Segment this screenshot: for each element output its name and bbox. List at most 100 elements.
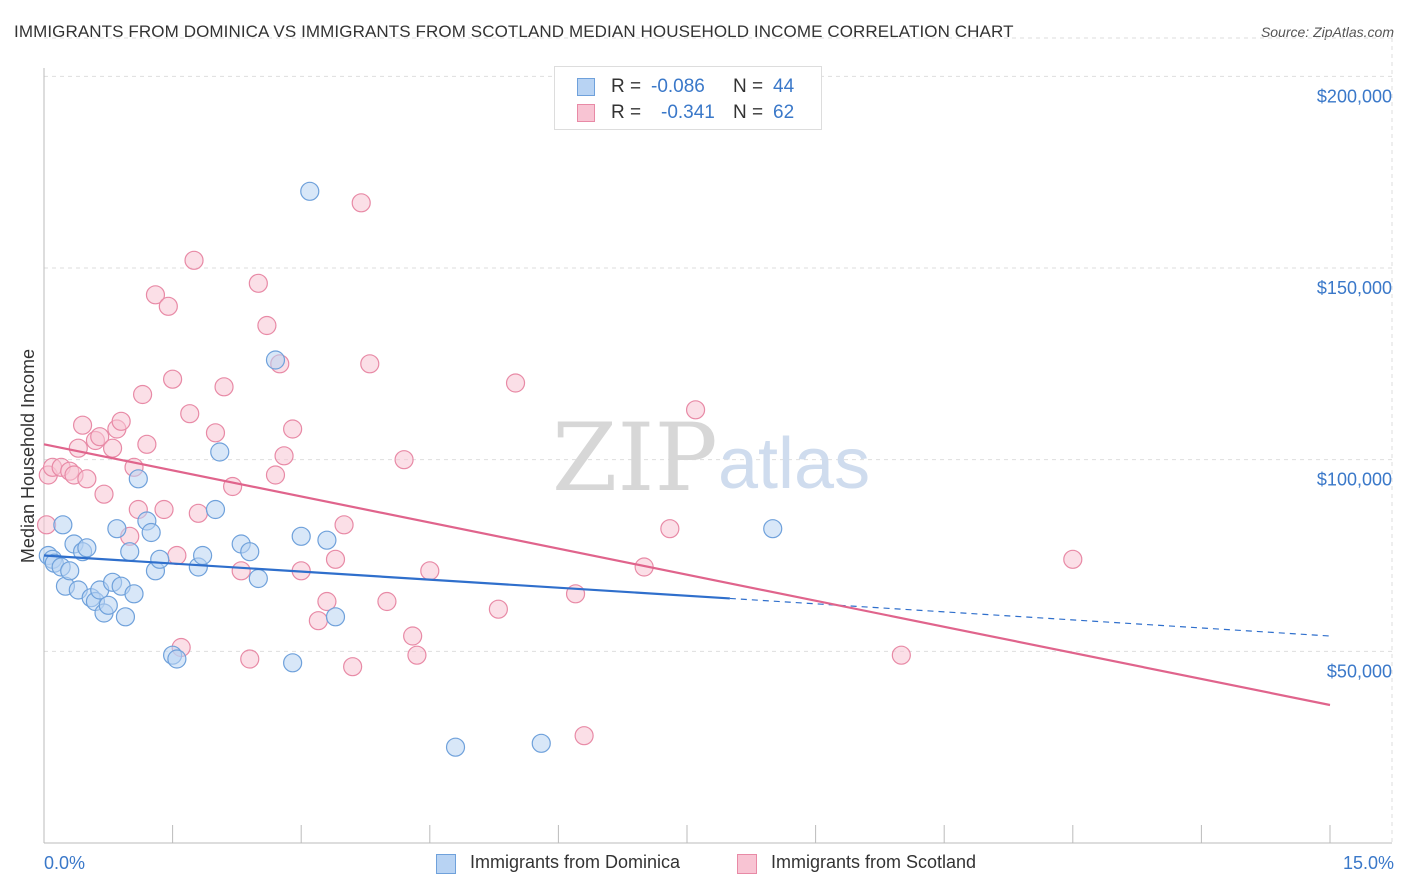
scotland-point[interactable] <box>102 438 123 458</box>
dominica-point[interactable] <box>531 733 551 753</box>
dominica-point[interactable] <box>283 653 303 673</box>
scotland-point[interactable] <box>132 384 153 405</box>
dominica-point[interactable] <box>107 519 127 539</box>
dominica-trend-extension <box>729 597 1331 637</box>
dominica-point[interactable] <box>193 545 213 566</box>
scotland-point[interactable] <box>180 404 200 424</box>
scotland-point[interactable] <box>184 250 204 270</box>
dominica-point[interactable] <box>325 607 346 627</box>
scotland-point[interactable] <box>283 419 303 439</box>
scotland-point[interactable] <box>317 591 337 612</box>
scotland-point[interactable] <box>90 427 110 447</box>
scotland-point[interactable] <box>685 400 706 420</box>
dominica-point[interactable] <box>291 526 311 546</box>
dominica-point[interactable] <box>210 442 230 462</box>
dominica-point[interactable] <box>141 522 161 543</box>
n-value: 44 <box>773 76 795 97</box>
y-tick-label: $150,000 <box>1317 278 1392 298</box>
x-tick-label-max: 15.0% <box>1343 853 1394 873</box>
r-label: R = <box>611 102 642 123</box>
chart-title: IMMIGRANTS FROM DOMINICA VS IMMIGRANTS F… <box>14 22 1014 41</box>
gridlines <box>44 37 1393 843</box>
scotland-point[interactable] <box>188 503 208 523</box>
scotland-point[interactable] <box>36 515 57 535</box>
scotland-point[interactable] <box>351 193 371 213</box>
watermark-atlas: atlas <box>718 424 870 504</box>
scotland-point[interactable] <box>505 373 526 393</box>
dominica-point[interactable] <box>60 561 80 581</box>
scotland-point[interactable] <box>154 499 174 520</box>
scotland-point[interactable] <box>891 645 911 665</box>
scotland-point[interactable] <box>574 726 594 746</box>
scotland-point[interactable] <box>343 657 363 677</box>
y-tick-label: $100,000 <box>1317 470 1392 490</box>
scotland-points <box>36 193 1083 746</box>
dominica-points <box>38 181 783 757</box>
dominica-point[interactable] <box>53 515 73 535</box>
scotland-point[interactable] <box>407 645 427 665</box>
dominica-trend-line <box>43 554 730 600</box>
scotland-point[interactable] <box>68 438 88 458</box>
dominica-point[interactable] <box>763 519 783 539</box>
scotland-point[interactable] <box>257 315 277 336</box>
dominica-point[interactable] <box>248 568 268 589</box>
scotland-point[interactable] <box>163 369 183 389</box>
dominica-point[interactable] <box>240 542 260 562</box>
dominica-point[interactable] <box>98 595 118 615</box>
legend-label: Immigrants from Scotland <box>771 852 977 872</box>
scotland-point[interactable] <box>1063 549 1083 569</box>
dominica-point[interactable] <box>120 542 140 562</box>
dominica-point[interactable] <box>115 607 136 627</box>
y-tick-label: $200,000 <box>1317 86 1392 106</box>
scotland-point[interactable] <box>308 611 328 631</box>
scotland-point[interactable] <box>240 649 260 669</box>
scotland-point[interactable] <box>158 296 178 316</box>
n-label: N = <box>733 76 764 97</box>
scotland-point[interactable] <box>265 465 286 485</box>
scotland-point[interactable] <box>274 446 294 466</box>
dominica-point[interactable] <box>77 538 97 558</box>
scotland-point[interactable] <box>72 415 93 435</box>
scotland-swatch <box>577 104 595 122</box>
y-axis-title: Median Household Income <box>18 349 38 563</box>
axes <box>43 68 1392 844</box>
scotland-point[interactable] <box>394 450 414 470</box>
dominica-point[interactable] <box>445 737 466 757</box>
scotland-point[interactable] <box>488 599 508 619</box>
dominica-point[interactable] <box>150 549 170 569</box>
scotland-point[interactable] <box>111 411 131 431</box>
scotland-point[interactable] <box>214 377 234 397</box>
scotland-point[interactable] <box>167 545 187 566</box>
scotland-point[interactable] <box>660 519 680 539</box>
dominica-point[interactable] <box>300 181 320 201</box>
dominica-point[interactable] <box>128 469 148 489</box>
scotland-point[interactable] <box>205 423 226 443</box>
dominica-point[interactable] <box>317 530 337 550</box>
scotland-point[interactable] <box>325 549 346 569</box>
scotland-point[interactable] <box>248 273 268 293</box>
scotland-point[interactable] <box>77 469 97 489</box>
dominica-point[interactable] <box>205 499 226 520</box>
scotland-point[interactable] <box>94 484 114 504</box>
r-value: -0.086 <box>651 76 705 97</box>
scotland-point[interactable] <box>334 515 354 535</box>
dominica-point[interactable] <box>124 584 144 604</box>
scotland-point[interactable] <box>420 561 440 581</box>
scotland-point[interactable] <box>137 434 157 454</box>
trend-lines <box>43 443 1331 707</box>
tick-labels: $50,000 $100,000 $150,000 $200,000 0.0% 15.0% <box>44 86 1394 873</box>
scotland-point[interactable] <box>145 285 166 305</box>
dominica-legend-swatch <box>436 854 456 874</box>
source-credit: Source: ZipAtlas.com <box>1260 24 1394 40</box>
dominica-point[interactable] <box>167 649 187 669</box>
stats-box: R = -0.086 N = 44 R = -0.341 N = 62 <box>554 66 822 130</box>
watermark: ZIP atlas <box>552 404 870 513</box>
n-label: N = <box>733 102 764 123</box>
scotland-point[interactable] <box>403 626 423 646</box>
dominica-point[interactable] <box>265 350 286 370</box>
y-tick-label: $50,000 <box>1327 661 1392 681</box>
scotland-point[interactable] <box>360 354 380 374</box>
scotland-point[interactable] <box>377 591 397 612</box>
scotland-point[interactable] <box>231 561 251 581</box>
